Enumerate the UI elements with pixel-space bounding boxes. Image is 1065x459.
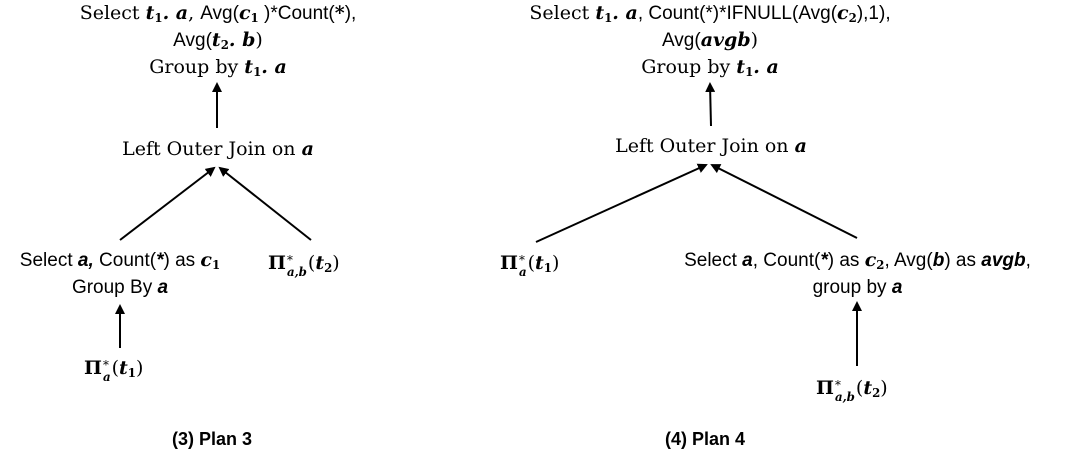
plan3-right-projection: Π * a,b (t2) bbox=[268, 252, 340, 279]
plan3-top-node: Select t1. a, Avg(c1 )*Count(*), Avg(t2.… bbox=[40, 0, 396, 81]
plan4-arrow-right-to-join bbox=[710, 164, 858, 239]
plan4-right-line1: Select a, Count(*) as c2, Avg(b) as avgb… bbox=[684, 249, 1031, 272]
plan4-top-line3: Group by t1. a bbox=[641, 56, 779, 79]
plan3-top-line2: Avg(t2. b) bbox=[173, 29, 263, 52]
plan3-left-line1: Select a, Count(*) as c1 bbox=[19, 249, 221, 272]
plan3-left-node: Select a, Count(*) as c1 Group By a bbox=[0, 247, 240, 301]
plan4-right-line2: group by a bbox=[812, 277, 903, 298]
plan4-bottom-projection: Π * a,b (t2) bbox=[816, 377, 888, 404]
plan4-caption: (4) Plan 4 bbox=[665, 429, 746, 449]
plan4-left-projection: Π * a (t1) bbox=[500, 252, 560, 279]
plan3-top-line3: Group by t1. a bbox=[149, 56, 287, 79]
plan4-arrow-join-to-top bbox=[705, 82, 716, 127]
plan3-join-node: Left Outer Join on a bbox=[122, 138, 314, 160]
plan4-top-line1: Select t1. a, Count(*)*IFNULL(Avg(c2),1)… bbox=[529, 2, 891, 25]
plan3-arrow-left-to-join bbox=[119, 166, 216, 241]
plan4-top-line2: Avg(avgb) bbox=[661, 29, 759, 51]
plan3-caption: (3) Plan 3 bbox=[172, 429, 253, 449]
plan3-left-line2: Group By a bbox=[71, 277, 169, 298]
plan3-top-line1: Select t1. a, Avg(c1 )*Count(*), bbox=[79, 2, 357, 25]
plan4-arrow-left-to-join bbox=[535, 163, 708, 243]
plan4-join-node: Left Outer Join on a bbox=[615, 135, 807, 157]
plan4-top-node: Select t1. a, Count(*)*IFNULL(Avg(c2),1)… bbox=[490, 0, 930, 81]
plan3-arrow-right-to-join bbox=[218, 166, 312, 241]
plan4-right-node: Select a, Count(*) as c2, Avg(b) as avgb… bbox=[650, 247, 1065, 301]
plan3-bottom-projection: Π * a (t1) bbox=[84, 357, 144, 384]
